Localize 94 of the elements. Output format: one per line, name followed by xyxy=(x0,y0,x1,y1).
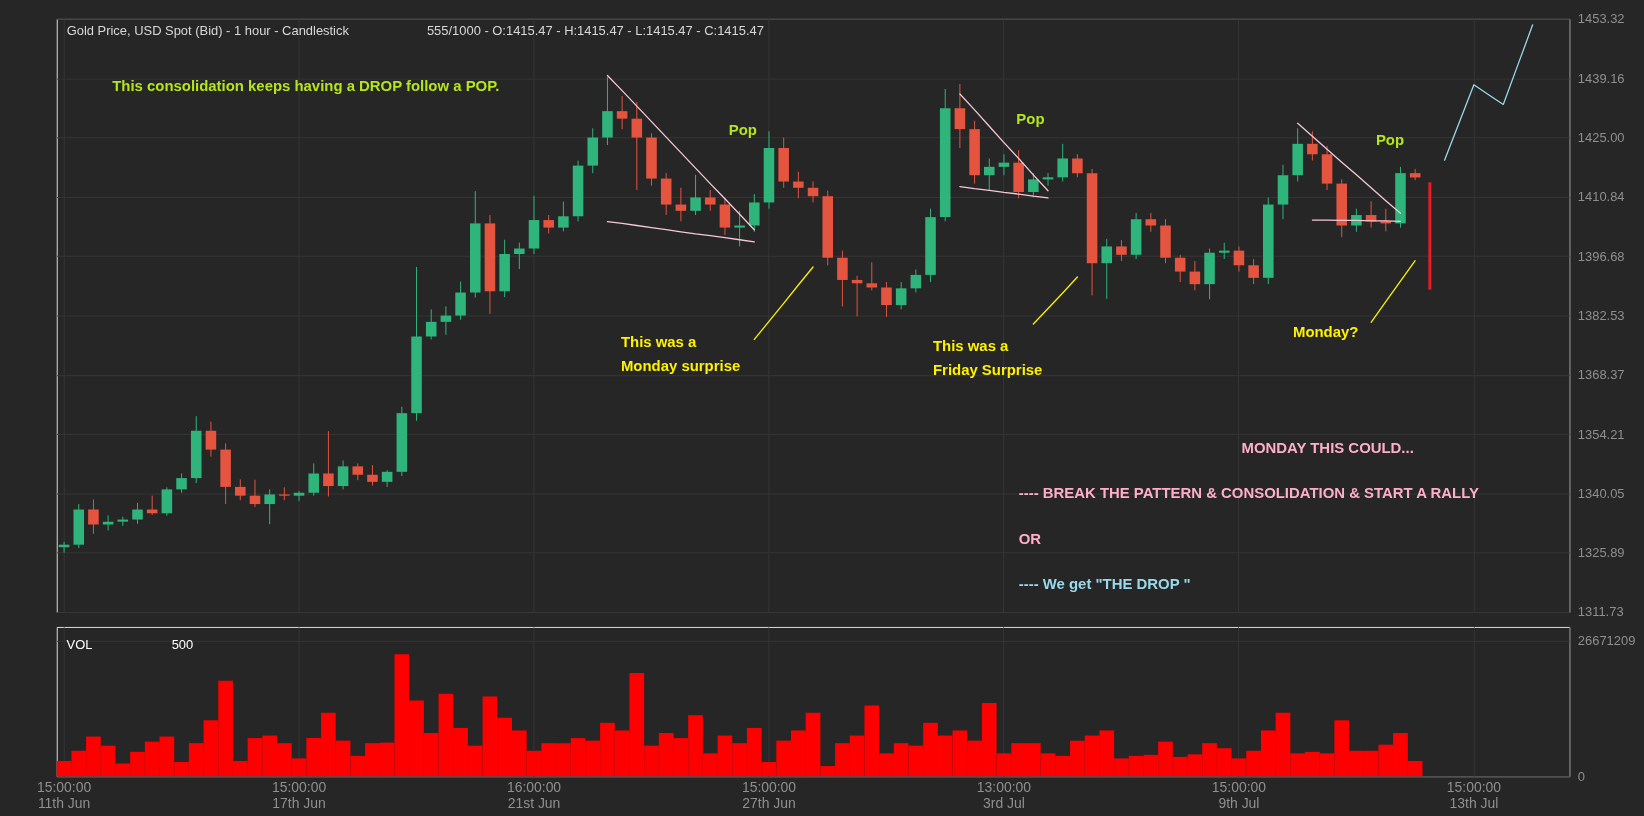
candlestick xyxy=(205,421,217,458)
candlestick xyxy=(866,261,878,291)
annotation: 500 xyxy=(171,637,194,653)
y-tick-label: 26671209 xyxy=(1577,633,1636,649)
candlestick xyxy=(323,430,334,498)
candlestick xyxy=(235,478,246,501)
candlestick xyxy=(1057,143,1068,183)
candlestick xyxy=(249,479,261,508)
candlestick xyxy=(690,174,701,216)
x-tick-label: 15:00:00 17th Jun xyxy=(271,778,327,811)
candlestick xyxy=(998,153,1010,176)
candlestick xyxy=(1101,238,1113,300)
annotation: This consolidation keeps having a DROP follow a POP. xyxy=(112,77,500,95)
candlestick xyxy=(1189,260,1201,291)
candlestick xyxy=(837,250,848,307)
annotation: This was a Monday surprise xyxy=(620,333,741,375)
y-tick-label: 1340.05 xyxy=(1577,485,1625,501)
y-tick-label: 1425.00 xyxy=(1577,130,1625,146)
candlestick xyxy=(1072,153,1083,178)
x-tick-label: 15:00:00 13th Jul xyxy=(1446,778,1502,811)
candlestick xyxy=(704,189,716,212)
line-series xyxy=(606,74,755,231)
y-tick-label: 1439.16 xyxy=(1577,70,1625,86)
candlestick xyxy=(1233,245,1245,273)
annotation: Pop xyxy=(1016,109,1045,127)
y-tick-label: 1410.84 xyxy=(1577,189,1625,205)
chart-title: Gold Price, USD Spot (Bid) - 1 hour - Candlestick xyxy=(66,22,350,38)
candlestick xyxy=(1307,130,1318,162)
annotation: Monday? xyxy=(1292,323,1359,341)
y-tick-label: 1368.37 xyxy=(1577,367,1625,383)
x-tick-label: 15:00:00 9th Jul xyxy=(1211,778,1267,811)
x-tick-label: 13:00:00 3rd Jul xyxy=(976,778,1032,811)
line-series xyxy=(1443,24,1534,161)
annotation: OR xyxy=(1018,529,1042,547)
candlestick xyxy=(734,210,745,247)
candlestick xyxy=(514,242,525,270)
annotation: Pop xyxy=(728,120,757,138)
line-series xyxy=(959,93,1049,192)
candlestick xyxy=(719,197,731,236)
x-tick-label: 15:00:00 27th Jun xyxy=(741,778,797,811)
candlestick xyxy=(807,181,819,203)
y-tick-label: 1453.32 xyxy=(1577,11,1625,27)
candlestick xyxy=(881,281,892,318)
x-tick-label: 16:00:00 21st Jun xyxy=(506,778,562,811)
annotation: Pop xyxy=(1375,131,1405,149)
annotation: VOL xyxy=(66,637,93,653)
candlestick xyxy=(425,308,437,340)
line-series xyxy=(1032,276,1079,325)
candlestick xyxy=(308,462,320,497)
line-series xyxy=(1370,260,1416,323)
y-tick-label: 0 xyxy=(1577,768,1586,784)
candlestick xyxy=(132,502,143,525)
candlestick xyxy=(895,281,907,310)
line-series xyxy=(959,185,1049,199)
candlestick xyxy=(102,514,114,531)
candlestick xyxy=(616,95,628,130)
candlestick xyxy=(88,498,99,535)
annotation: ---- BREAK THE PATTERN & CONSOLIDATION & START A RALLY xyxy=(1018,484,1479,502)
candlestick xyxy=(983,157,995,191)
line-series xyxy=(606,221,755,243)
candlestick xyxy=(1248,258,1259,285)
candlestick xyxy=(954,83,966,149)
candlestick xyxy=(1028,172,1039,198)
candlestick xyxy=(910,268,922,294)
candlestick xyxy=(543,214,554,234)
candlestick xyxy=(161,486,173,517)
line-series xyxy=(753,266,814,341)
y-tick-label: 1396.68 xyxy=(1577,248,1625,264)
candlestick xyxy=(440,305,452,336)
annotation: MONDAY THIS COULD... xyxy=(1241,438,1414,456)
candlestick xyxy=(337,460,349,490)
y-tick-label: 1382.53 xyxy=(1577,307,1625,323)
y-tick-label: 1354.21 xyxy=(1577,426,1625,442)
candlestick xyxy=(455,281,466,321)
annotation: This was a Friday Surprise xyxy=(933,337,1043,379)
candlestick xyxy=(558,201,569,232)
y-tick-label: 1325.89 xyxy=(1577,545,1625,561)
annotation: ---- We get "THE DROP " xyxy=(1018,575,1191,593)
candlestick xyxy=(749,193,760,233)
line-series xyxy=(1297,122,1402,214)
candlestick xyxy=(675,187,687,222)
candlestick xyxy=(367,464,378,487)
candlestick xyxy=(293,490,305,502)
candlestick xyxy=(1145,212,1157,233)
candlestick xyxy=(176,472,187,494)
candlestick xyxy=(793,171,804,199)
candlestick xyxy=(631,101,643,191)
y-tick-label: 1311.73 xyxy=(1577,604,1624,620)
candlestick xyxy=(1042,172,1054,187)
x-tick-label: 15:00:00 11th Jun xyxy=(36,778,92,811)
chart-subtitle: 555/1000 - O:1415.47 - H:1415.47 - L:1415.47 - C:1415.47 xyxy=(426,22,764,38)
candlestick xyxy=(264,488,275,525)
candlestick xyxy=(1116,239,1127,262)
candlestick xyxy=(1174,254,1186,283)
